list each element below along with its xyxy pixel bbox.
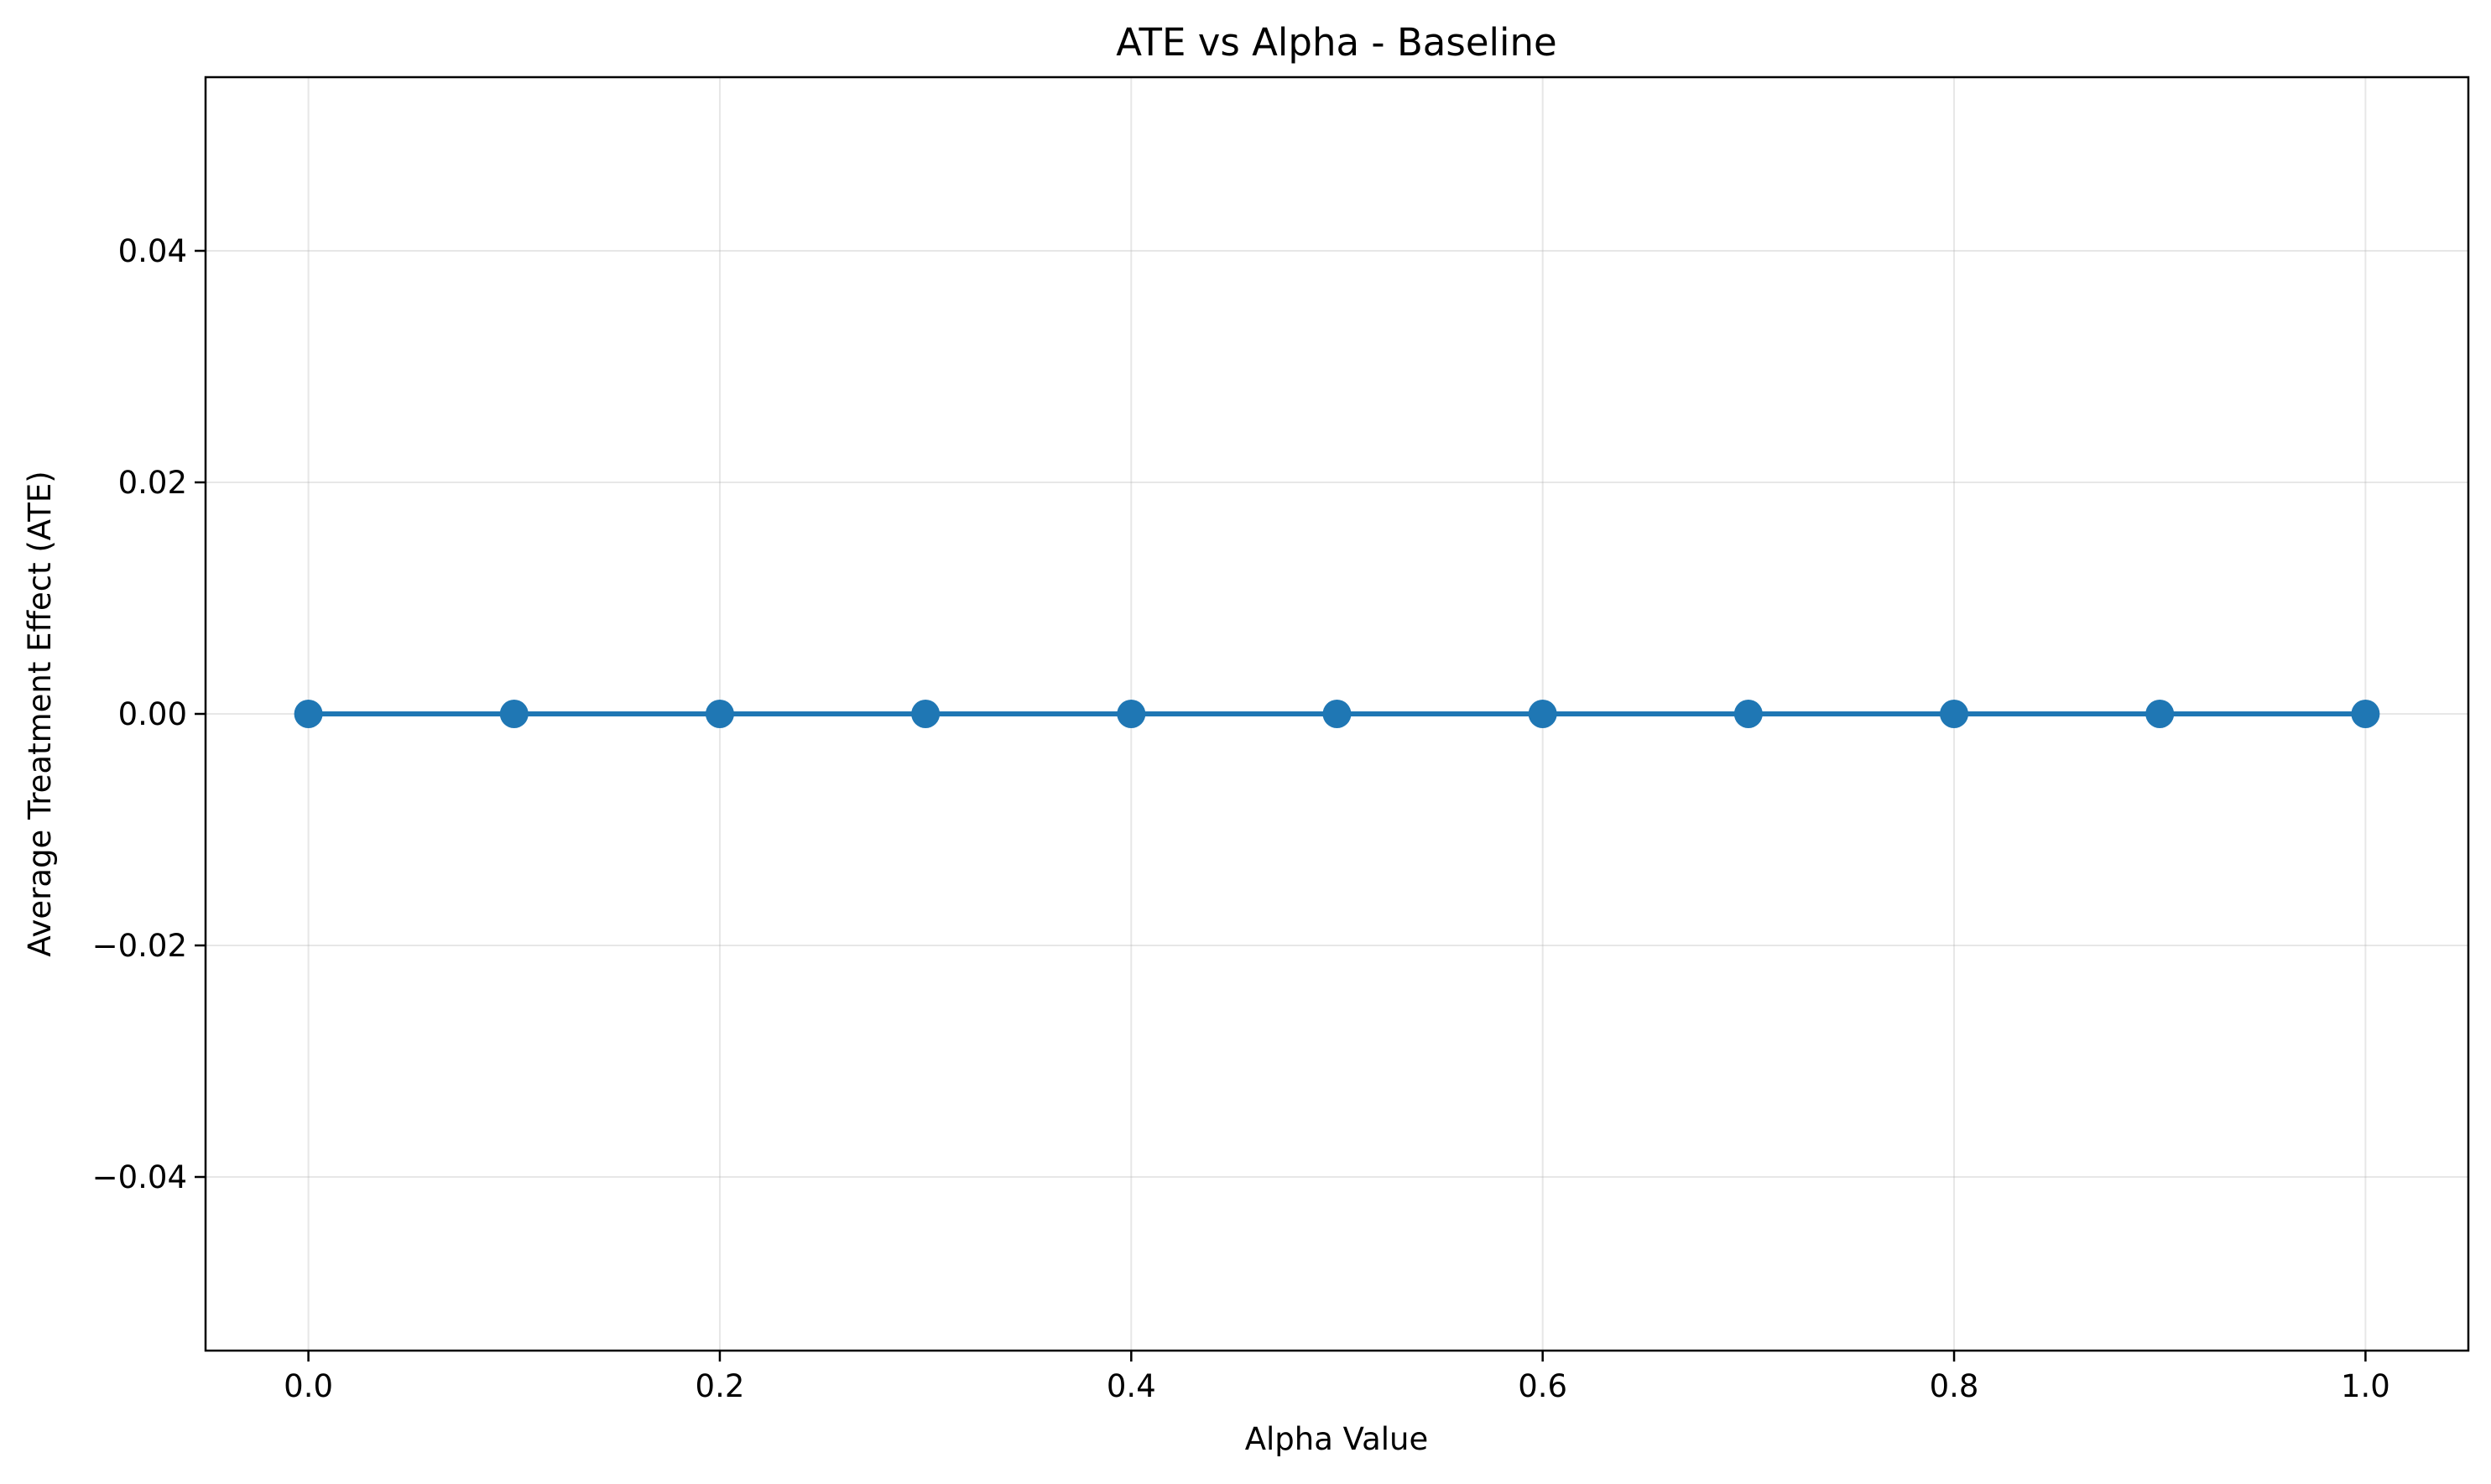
y-tick-label: 0.00 [118, 696, 187, 732]
data-point [2145, 700, 2175, 728]
y-tick-label: −0.04 [92, 1159, 187, 1195]
data-point [1322, 700, 1352, 728]
data-point [499, 700, 529, 728]
data-point [1940, 700, 1969, 728]
chart-title: ATE vs Alpha - Baseline [1116, 20, 1556, 65]
x-axis: 0.0 0.2 0.4 0.6 0.8 1.0 [284, 1351, 2390, 1404]
data-point [2351, 700, 2380, 728]
y-axis-title: Average Treatment Effect (ATE) [22, 471, 58, 956]
x-tick-label: 0.8 [1930, 1368, 1979, 1404]
y-tick-label: 0.02 [118, 465, 187, 501]
x-axis-title: Alpha Value [1245, 1421, 1429, 1457]
x-tick-label: 0.0 [284, 1368, 333, 1404]
data-point [911, 700, 941, 728]
data-point [1733, 700, 1763, 728]
data-point [294, 700, 323, 728]
data-point [1117, 700, 1146, 728]
data-point [1528, 700, 1557, 728]
x-tick-label: 0.6 [1518, 1368, 1567, 1404]
y-axis: −0.04 −0.02 0.00 0.02 0.04 [92, 233, 206, 1195]
data-point [705, 700, 734, 728]
y-tick-label: −0.02 [92, 928, 187, 964]
series-layer [294, 700, 2380, 728]
x-tick-label: 1.0 [2341, 1368, 2390, 1404]
x-tick-label: 0.4 [1107, 1368, 1156, 1404]
y-tick-label: 0.04 [118, 233, 187, 269]
x-tick-label: 0.2 [696, 1368, 745, 1404]
